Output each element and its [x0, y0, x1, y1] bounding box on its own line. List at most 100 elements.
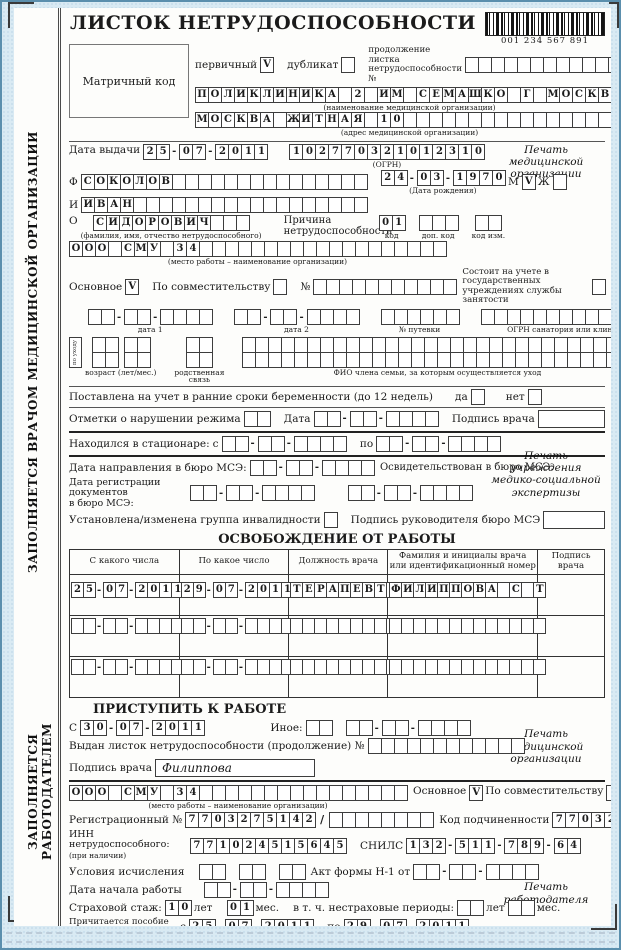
release-to-boxes[interactable]: --: [180, 659, 294, 676]
box-cell[interactable]: [314, 174, 329, 191]
box-cell[interactable]: 7: [224, 582, 238, 599]
box-cell[interactable]: Д: [119, 214, 134, 231]
continuation-number-boxes[interactable]: [465, 57, 611, 74]
main-work-checkbox[interactable]: V: [125, 278, 140, 295]
box-cell[interactable]: И: [184, 214, 199, 231]
box-cell[interactable]: 9: [466, 170, 481, 186]
box-cell[interactable]: [474, 435, 489, 452]
box-cell[interactable]: Л: [221, 86, 235, 103]
box-cell[interactable]: [319, 435, 334, 452]
box-cell[interactable]: [263, 196, 278, 213]
box-cell[interactable]: [108, 241, 122, 257]
box-cell[interactable]: 8: [517, 837, 532, 854]
box-cell[interactable]: [520, 899, 535, 916]
box-cell[interactable]: С: [572, 86, 586, 103]
box-cell[interactable]: [199, 241, 213, 257]
box-cell[interactable]: [424, 351, 439, 368]
box-cell[interactable]: [160, 785, 174, 802]
box-cell[interactable]: О: [95, 785, 109, 802]
box-cell[interactable]: [251, 241, 265, 257]
box-cell[interactable]: 7: [504, 837, 519, 854]
box-cell[interactable]: [251, 785, 265, 802]
box-cell[interactable]: [432, 738, 447, 755]
box-cell[interactable]: [507, 899, 522, 916]
box-cell[interactable]: С: [121, 785, 135, 802]
box-cell[interactable]: [497, 738, 512, 755]
box-cell[interactable]: 3: [591, 811, 606, 828]
conditions-boxes-3[interactable]: [278, 863, 306, 880]
box-cell[interactable]: [123, 336, 138, 353]
box-cell[interactable]: [329, 241, 343, 257]
box-cell[interactable]: [433, 241, 447, 257]
box-cell[interactable]: [362, 410, 377, 427]
box-cell[interactable]: [133, 196, 148, 213]
box-cell[interactable]: [239, 881, 254, 898]
box-cell[interactable]: [349, 410, 364, 427]
box-cell[interactable]: К: [481, 86, 495, 103]
box-cell[interactable]: [238, 241, 252, 257]
box-cell[interactable]: [416, 112, 430, 128]
box-cell[interactable]: А: [107, 196, 122, 213]
box-cell[interactable]: [199, 351, 214, 368]
box-cell[interactable]: [342, 241, 356, 257]
box-cell[interactable]: [515, 336, 530, 353]
box-cell[interactable]: [394, 241, 408, 257]
box-cell[interactable]: [407, 241, 421, 257]
box-cell[interactable]: [223, 214, 238, 231]
other-code-boxes[interactable]: [305, 720, 333, 737]
box-cell[interactable]: М: [390, 86, 404, 103]
box-cell[interactable]: [444, 214, 459, 231]
box-cell[interactable]: А: [260, 112, 274, 128]
box-cell[interactable]: 1: [419, 143, 434, 160]
box-cell[interactable]: [238, 863, 253, 880]
box-cell[interactable]: [264, 785, 278, 802]
box-cell[interactable]: [301, 174, 316, 191]
box-cell[interactable]: [277, 785, 291, 802]
box-cell[interactable]: [332, 435, 347, 452]
box-cell[interactable]: [504, 57, 519, 74]
box-cell[interactable]: [367, 738, 382, 755]
box-cell[interactable]: [321, 459, 336, 476]
box-cell[interactable]: [567, 351, 582, 368]
box-cell[interactable]: О: [132, 214, 147, 231]
box-cell[interactable]: [101, 309, 115, 325]
box-cell[interactable]: 2: [237, 811, 252, 828]
box-cell[interactable]: [221, 435, 236, 452]
box-cell[interactable]: [381, 785, 395, 802]
box-cell[interactable]: [484, 738, 499, 755]
box-cell[interactable]: 3: [367, 143, 382, 160]
release-doctor-boxes[interactable]: [389, 659, 547, 676]
box-cell[interactable]: [354, 196, 369, 213]
box-cell[interactable]: 1: [393, 143, 408, 160]
box-cell[interactable]: 0: [379, 919, 394, 926]
employer-main-checkbox[interactable]: V: [469, 785, 484, 802]
box-cell[interactable]: 7: [238, 919, 253, 926]
box-cell[interactable]: [445, 738, 460, 755]
box-cell[interactable]: 9: [192, 582, 206, 599]
box-cell[interactable]: [389, 435, 404, 452]
box-cell[interactable]: [541, 336, 556, 353]
box-cell[interactable]: V: [125, 278, 140, 295]
box-cell[interactable]: [411, 410, 426, 427]
box-cell[interactable]: 1: [287, 919, 302, 926]
box-cell[interactable]: [224, 196, 239, 213]
box-cell[interactable]: 5: [263, 811, 278, 828]
box-cell[interactable]: [463, 336, 478, 353]
box-cell[interactable]: [316, 785, 330, 802]
change-code-boxes[interactable]: [475, 214, 503, 231]
box-cell[interactable]: [239, 485, 254, 502]
org-name-boxes[interactable]: ПОЛИКЛИНИКА2ИМСЕМАШКОГМОСКВЫ: [195, 86, 611, 103]
box-cell[interactable]: [115, 618, 129, 635]
box-cell[interactable]: 1: [391, 214, 406, 231]
box-cell[interactable]: [160, 309, 175, 325]
box-cell[interactable]: [268, 336, 283, 353]
box-cell[interactable]: М: [195, 112, 209, 128]
box-cell[interactable]: М: [134, 241, 148, 257]
box-cell[interactable]: 2: [432, 143, 447, 160]
box-cell[interactable]: Н: [286, 86, 300, 103]
box-cell[interactable]: [431, 214, 446, 231]
box-cell[interactable]: [332, 309, 347, 325]
box-cell[interactable]: 4: [255, 837, 269, 854]
box-cell[interactable]: 1: [191, 720, 206, 737]
